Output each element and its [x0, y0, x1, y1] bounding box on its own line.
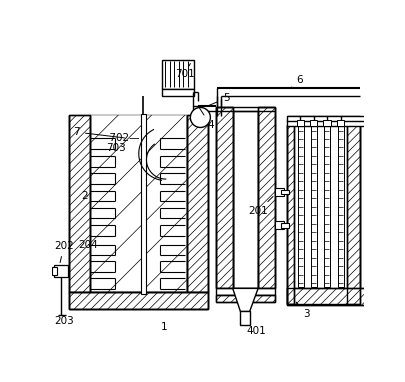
- Text: 204: 204: [79, 240, 98, 249]
- Bar: [215, 107, 232, 288]
- Circle shape: [190, 107, 210, 128]
- Text: 202: 202: [54, 241, 74, 262]
- Bar: [322, 120, 330, 126]
- Text: 1: 1: [161, 322, 167, 332]
- Bar: [286, 125, 294, 304]
- Bar: [186, 115, 208, 292]
- Bar: [258, 107, 275, 288]
- Bar: [336, 120, 343, 126]
- Bar: [347, 125, 359, 304]
- Text: 401: 401: [246, 326, 266, 336]
- Bar: [286, 120, 371, 126]
- Text: 3: 3: [295, 302, 309, 319]
- Bar: [311, 125, 316, 287]
- Bar: [215, 295, 275, 302]
- Text: 5: 5: [206, 93, 229, 106]
- Bar: [90, 115, 186, 292]
- Bar: [240, 311, 249, 325]
- Bar: [68, 292, 208, 309]
- Bar: [309, 120, 317, 126]
- Bar: [232, 111, 258, 288]
- Bar: [90, 115, 186, 292]
- Bar: [68, 292, 208, 309]
- Text: 203: 203: [54, 317, 74, 327]
- Bar: [186, 115, 208, 292]
- Bar: [215, 288, 275, 295]
- Text: 4: 4: [199, 108, 213, 130]
- Polygon shape: [232, 288, 258, 311]
- Bar: [281, 190, 288, 194]
- Text: 6: 6: [290, 75, 303, 88]
- Bar: [68, 115, 90, 292]
- Text: 2: 2: [81, 191, 87, 201]
- Bar: [286, 125, 294, 304]
- Text: 701: 701: [175, 63, 194, 79]
- Bar: [215, 295, 275, 302]
- Bar: [286, 288, 371, 305]
- Bar: [90, 115, 186, 292]
- Bar: [297, 125, 303, 287]
- Bar: [275, 188, 284, 196]
- Bar: [141, 113, 146, 294]
- Bar: [162, 60, 194, 89]
- Bar: [324, 125, 329, 287]
- Text: 7: 7: [73, 127, 124, 138]
- Bar: [296, 120, 304, 126]
- Bar: [347, 125, 359, 304]
- Bar: [286, 116, 371, 121]
- Bar: [337, 125, 343, 287]
- Bar: [286, 288, 371, 305]
- Bar: [162, 89, 194, 96]
- Text: 703: 703: [105, 143, 125, 153]
- Bar: [51, 267, 57, 275]
- Bar: [215, 107, 232, 288]
- Bar: [281, 223, 288, 228]
- Text: 201: 201: [247, 196, 273, 216]
- Text: —702—: —702—: [99, 133, 140, 143]
- Bar: [68, 115, 90, 292]
- Bar: [258, 107, 275, 288]
- Bar: [275, 222, 284, 229]
- Bar: [54, 265, 68, 277]
